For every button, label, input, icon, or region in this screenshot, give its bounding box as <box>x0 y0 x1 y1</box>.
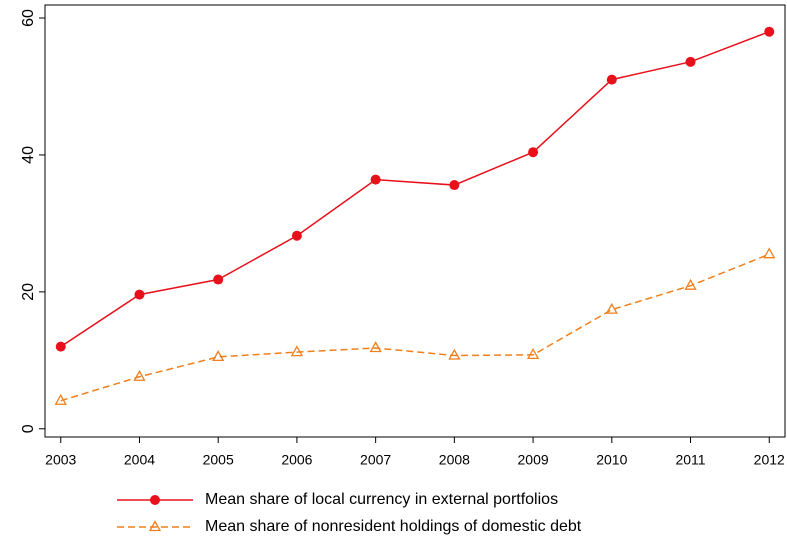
point <box>55 341 66 352</box>
series-line <box>60 31 770 348</box>
point <box>212 350 225 362</box>
x-tick-label: 2005 <box>203 452 234 468</box>
point <box>684 278 697 290</box>
point <box>606 74 617 85</box>
x-tick-label: 2007 <box>360 452 391 468</box>
point <box>370 174 381 185</box>
x-tick-label: 2004 <box>124 452 155 468</box>
point <box>605 302 618 314</box>
point <box>764 26 775 37</box>
legend-label: Mean share of local currency in external… <box>205 491 558 508</box>
x-tick-label: 2012 <box>754 452 785 468</box>
point <box>685 56 696 67</box>
x-tick-label: 2011 <box>675 452 705 468</box>
series-line <box>60 253 770 402</box>
x-tick-label: 2008 <box>439 452 470 468</box>
x-tick-label: 2006 <box>281 452 312 468</box>
x-tick-label: 2010 <box>596 452 627 468</box>
point <box>291 230 302 241</box>
point <box>448 348 461 360</box>
x-tick-label: 2003 <box>45 452 76 468</box>
point <box>290 345 304 357</box>
point <box>134 289 145 300</box>
y-tick-label: 40 <box>20 146 37 164</box>
legend-marker <box>150 495 160 505</box>
point <box>763 247 776 259</box>
x-tick-label: 2009 <box>518 452 549 468</box>
point <box>528 147 539 158</box>
point <box>449 180 460 191</box>
y-tick-label: 60 <box>20 9 37 27</box>
point <box>133 369 146 381</box>
y-tick-label: 0 <box>20 424 37 433</box>
legend-marker <box>148 520 162 532</box>
point <box>369 341 382 353</box>
legend-label: Mean share of nonresident holdings of do… <box>205 518 582 535</box>
point <box>213 274 224 285</box>
point <box>526 348 540 359</box>
point <box>54 393 67 405</box>
plot-frame <box>44 4 786 438</box>
y-tick-label: 20 <box>20 283 37 301</box>
